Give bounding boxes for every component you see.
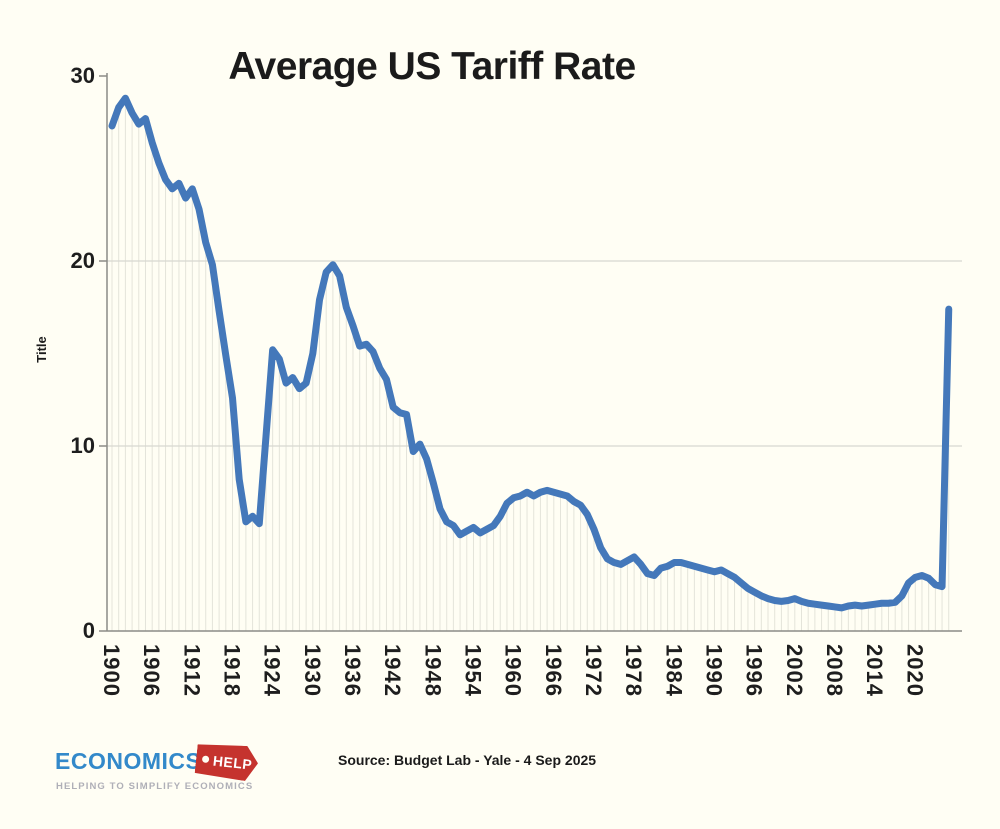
y-tick-label: 30 — [70, 63, 95, 88]
tariff-rate-line — [108, 94, 953, 612]
x-tick-label: 1906 — [139, 644, 165, 697]
x-tick-label: 1942 — [380, 644, 406, 697]
x-tick-label: 1978 — [621, 644, 647, 697]
x-tick-label: 1996 — [741, 644, 767, 697]
x-tick-label: 1990 — [701, 644, 727, 697]
source-text: Source: Budget Lab - Yale - 4 Sep 2025 — [338, 752, 597, 768]
x-tick-label: 1924 — [259, 644, 285, 697]
x-tick-label: 1930 — [299, 644, 325, 697]
x-tick-label: 1966 — [540, 644, 566, 697]
x-tick-label: 2020 — [902, 644, 928, 697]
x-tick-label: 1960 — [500, 644, 526, 697]
logo-brand-text: ECONOMICS — [55, 748, 202, 774]
x-tick-label: 1948 — [420, 644, 446, 697]
chart-title: Average US Tariff Rate — [228, 45, 636, 88]
x-tick-label: 2014 — [862, 644, 888, 697]
x-tick-label: 1936 — [339, 644, 365, 697]
logo-tagline: HELPING TO SIMPLIFY ECONOMICS — [56, 781, 254, 792]
y-axis-title: Title — [33, 336, 49, 363]
logo-tag-hole-icon — [202, 755, 210, 763]
x-tick-label: 1972 — [580, 644, 606, 697]
y-tick-label: 20 — [70, 248, 95, 273]
x-tick-label: 1912 — [179, 644, 205, 697]
x-tick-label: 1954 — [460, 644, 486, 697]
x-tick-label: 2008 — [821, 644, 847, 697]
x-tick-label: 1900 — [99, 644, 124, 697]
x-tick-label: 1918 — [219, 644, 245, 697]
x-tick-label: 1984 — [661, 644, 687, 697]
logo-tag-label: HELP — [212, 752, 254, 773]
x-tick-label: 2002 — [781, 644, 807, 697]
y-tick-label: 10 — [70, 433, 95, 458]
y-tick-label: 0 — [82, 618, 95, 643]
